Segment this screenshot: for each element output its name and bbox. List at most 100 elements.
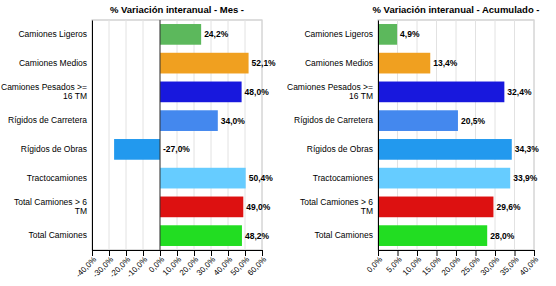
bar — [378, 110, 458, 131]
tick: Total Camiones > 6TM — [300, 197, 378, 216]
data-labels: 24,2%52,1%48,0%34,0%-27,0%50,4%49,0%48,2… — [163, 29, 276, 240]
tick: 0,0% — [365, 250, 384, 274]
data-label: 20,5% — [461, 116, 486, 126]
grid-line — [143, 20, 144, 250]
data-label: 32,4% — [507, 87, 532, 97]
axis-line — [379, 251, 535, 257]
data-label: 13,4% — [433, 58, 458, 68]
tick-mark — [245, 250, 246, 256]
bar — [160, 197, 243, 218]
tick: Camiones Ligeros — [304, 29, 378, 39]
tick: Camiones Ligeros — [18, 29, 92, 39]
data-label: 24,2% — [204, 29, 229, 39]
category-label: Camiones Medios — [19, 58, 87, 68]
category-label: Total Camiones — [28, 230, 87, 240]
grid — [92, 20, 262, 250]
tick-mark — [437, 250, 438, 256]
panel: -40,0%-30,0%-20,0%-10,0%0,0%10,0%20,0%30… — [1, 4, 276, 279]
tick: -10,0% — [125, 250, 149, 279]
chart-title: % Variación interanual - Acumulado - — [373, 4, 540, 15]
grid-line — [514, 20, 515, 250]
tick-mark — [417, 250, 418, 256]
grid-line — [534, 20, 535, 250]
tick-label: -10,0% — [125, 255, 149, 279]
data-label: 34,3% — [515, 144, 540, 154]
category-label: Camiones Ligeros — [304, 29, 373, 39]
tick: Tractocamiones — [313, 173, 378, 183]
tick-mark — [211, 250, 212, 256]
tick: 25,0% — [459, 250, 481, 277]
tick-mark — [160, 250, 161, 256]
tick: 30,0% — [479, 250, 501, 277]
category-label: Total Camiones — [314, 230, 373, 240]
tick: Total Camiones — [314, 230, 378, 240]
bar — [160, 168, 246, 189]
category-label: Rígidos de Carretera — [8, 115, 87, 125]
bar — [378, 24, 397, 45]
tick-label: 35,0% — [498, 255, 520, 277]
bars — [378, 24, 512, 246]
tick: Total Camiones > 6TM — [14, 197, 92, 216]
tick: Camiones Pesados >=16 TM — [1, 82, 92, 101]
data-label: 34,0% — [221, 116, 246, 126]
category-label: Tractocamiones — [27, 173, 87, 183]
x-axis: 0,0%5,0%10,0%15,0%20,0%25,0%30,0%35,0%40… — [365, 250, 540, 277]
tick: Rígidos de Carretera — [294, 115, 378, 125]
tick-mark — [109, 250, 110, 256]
data-label: 29,6% — [496, 202, 521, 212]
tick-label: 20,0% — [440, 255, 462, 277]
tick-mark — [398, 250, 399, 256]
tick-label: 0,0% — [365, 255, 384, 274]
x-axis: -40,0%-30,0%-20,0%-10,0%0,0%10,0%20,0%30… — [74, 250, 268, 279]
data-label: 50,4% — [249, 173, 274, 183]
plot-frame — [378, 20, 534, 250]
tick-mark — [126, 250, 127, 256]
bar — [378, 225, 487, 246]
tick: 60,0% — [246, 250, 268, 277]
bar — [160, 82, 242, 103]
axis-line — [93, 251, 263, 257]
category-label: Rígidos de Obras — [307, 144, 373, 154]
data-label: 4,9% — [400, 29, 420, 39]
tick-mark — [194, 250, 195, 256]
tick-mark — [177, 250, 178, 256]
category-label: Tractocamiones — [313, 173, 373, 183]
category-label: Camiones Pesados >=16 TM — [287, 82, 373, 101]
tick-mark — [456, 250, 457, 256]
data-label: 48,2% — [245, 231, 270, 241]
tick-mark — [534, 250, 535, 256]
tick-mark — [378, 250, 379, 256]
grid-line — [160, 20, 161, 250]
bar — [378, 53, 430, 74]
bar — [160, 225, 242, 246]
y-axis: Camiones Ligeros Camiones Medios Camiones … — [1, 21, 93, 251]
tick-label: 60,0% — [246, 255, 268, 277]
tick-mark — [495, 250, 496, 256]
bar — [378, 197, 493, 218]
tick-label: 25,0% — [459, 255, 481, 277]
plot-frame — [92, 20, 262, 250]
tick-label: 40,0% — [518, 255, 540, 277]
category-label: Camiones Medios — [305, 58, 373, 68]
grid-line — [109, 20, 110, 250]
chart-root: -40,0%-30,0%-20,0%-10,0%0,0%10,0%20,0%30… — [0, 0, 556, 286]
axis-line — [378, 21, 379, 251]
category-label: Total Camiones > 6TM — [300, 197, 373, 216]
axis-line — [92, 21, 93, 251]
grid-line — [126, 20, 127, 250]
tick-mark — [92, 250, 93, 256]
tick-mark — [476, 250, 477, 256]
data-label: -27,0% — [163, 144, 190, 154]
data-label: 52,1% — [252, 58, 277, 68]
tick: Camiones Pesados >=16 TM — [287, 82, 378, 101]
tick: Total Camiones — [28, 230, 92, 240]
tick-mark — [262, 250, 263, 256]
y-axis: Camiones Ligeros Camiones Medios Camiones … — [287, 21, 379, 251]
zero-line — [160, 20, 161, 250]
bar — [160, 24, 201, 45]
category-label: Camiones Pesados >=16 TM — [1, 82, 87, 101]
tick: 20,0% — [440, 250, 462, 277]
bar — [378, 82, 504, 103]
category-label: Total Camiones > 6TM — [14, 197, 87, 216]
tick: Tractocamiones — [27, 173, 92, 183]
